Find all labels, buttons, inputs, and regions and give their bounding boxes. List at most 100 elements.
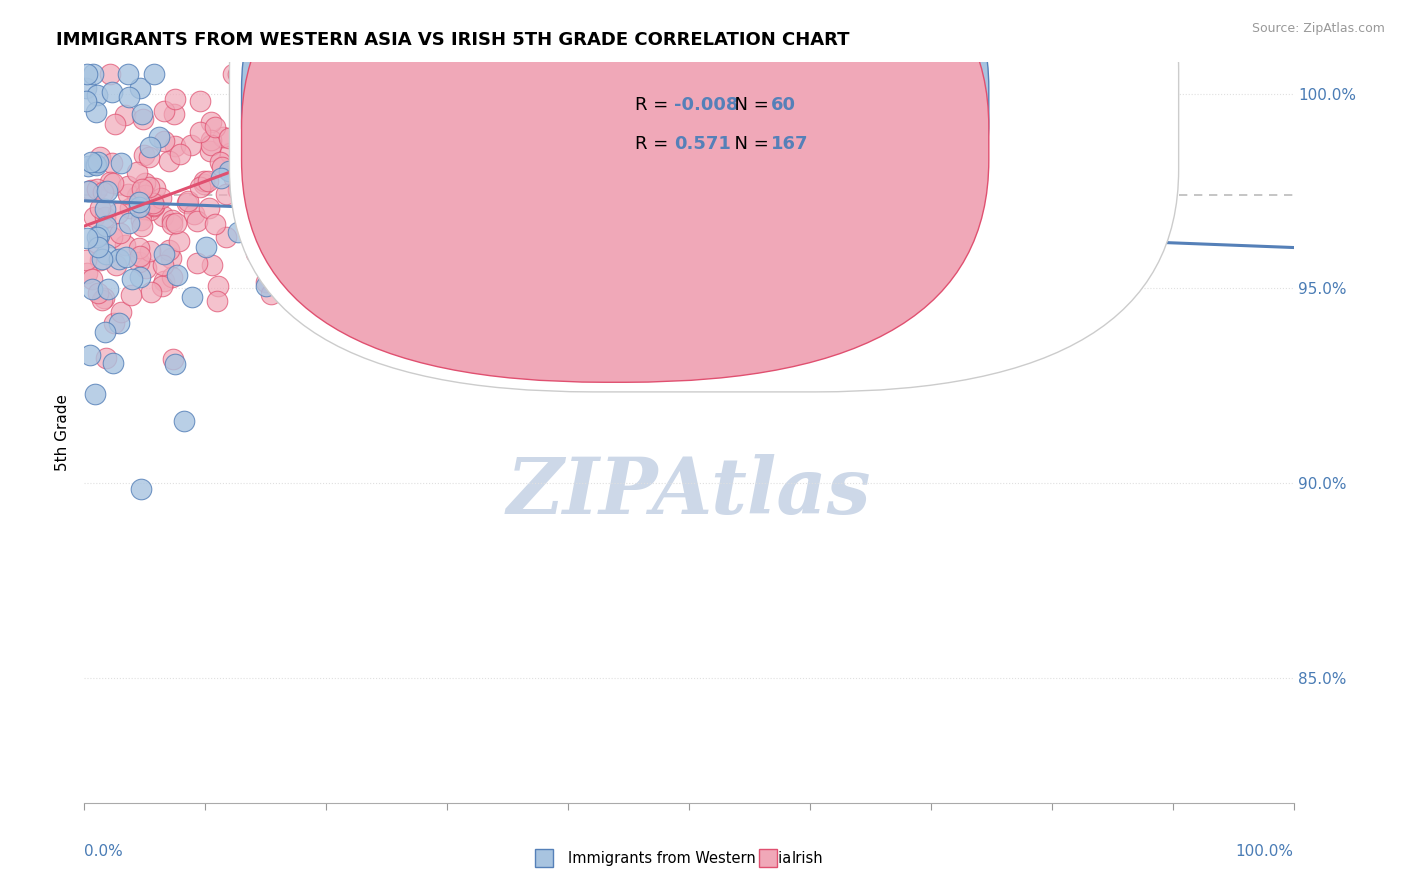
Point	[218, 130, 240, 145]
Point	[918, 67, 941, 81]
Point	[481, 67, 503, 81]
Point	[76, 94, 98, 108]
Point	[153, 274, 176, 288]
Point	[94, 202, 117, 217]
Text: 100.0%: 100.0%	[1236, 844, 1294, 858]
Point	[118, 216, 141, 230]
Point	[245, 104, 267, 119]
Point	[132, 112, 155, 127]
Point	[212, 129, 235, 144]
Point	[284, 118, 307, 132]
Point	[247, 192, 270, 206]
Point	[87, 228, 110, 243]
Point	[332, 161, 354, 176]
Point	[120, 287, 142, 301]
FancyBboxPatch shape	[242, 0, 988, 343]
Point	[96, 184, 118, 198]
Point	[101, 230, 124, 244]
Point	[150, 279, 173, 293]
Point	[91, 293, 114, 307]
Point	[128, 242, 150, 256]
Text: R =: R =	[634, 135, 679, 153]
Point	[259, 221, 281, 235]
Point	[243, 168, 266, 182]
Point	[79, 155, 101, 169]
Point	[163, 106, 186, 120]
Point	[83, 210, 105, 224]
Point	[127, 189, 149, 203]
Point	[228, 67, 250, 81]
Point	[277, 192, 299, 206]
Point	[117, 179, 139, 194]
Point	[222, 67, 245, 81]
Point	[89, 201, 111, 215]
Point	[128, 195, 150, 210]
Point	[371, 103, 394, 118]
Text: 0.571: 0.571	[675, 135, 731, 153]
Point	[87, 154, 110, 169]
Point	[360, 67, 382, 81]
Point	[349, 94, 371, 108]
Point	[209, 170, 232, 185]
Point	[101, 356, 124, 370]
Point	[253, 155, 276, 169]
Point	[163, 92, 186, 106]
Point	[260, 286, 283, 301]
Point	[93, 210, 115, 224]
Point	[198, 201, 221, 215]
Point	[276, 155, 298, 169]
Point	[121, 272, 143, 286]
Point	[160, 212, 183, 227]
Text: ZIPAtlas: ZIPAtlas	[506, 454, 872, 530]
Point	[246, 92, 269, 106]
Point	[200, 133, 222, 147]
Point	[83, 156, 105, 170]
Point	[103, 316, 125, 330]
Point	[215, 230, 238, 244]
Point	[117, 187, 139, 202]
Text: N =: N =	[723, 96, 775, 114]
Point	[278, 67, 301, 81]
Text: R =: R =	[634, 96, 673, 114]
Point	[77, 185, 100, 199]
Point	[274, 137, 297, 152]
Point	[188, 125, 211, 139]
Point	[226, 183, 249, 197]
Point	[720, 67, 742, 81]
Point	[253, 233, 276, 247]
Point	[276, 156, 298, 170]
Point	[86, 158, 108, 172]
Point	[201, 259, 224, 273]
Point	[128, 255, 150, 269]
Point	[101, 86, 124, 100]
Point	[97, 282, 120, 296]
Point	[245, 246, 267, 260]
Point	[299, 142, 322, 156]
Point	[254, 279, 277, 293]
Point	[284, 244, 307, 259]
Point	[188, 94, 211, 108]
Point	[114, 108, 136, 122]
Point	[101, 176, 124, 190]
Point	[339, 97, 361, 112]
Point	[363, 69, 385, 83]
Point	[153, 135, 176, 149]
Point	[260, 117, 283, 131]
Point	[267, 122, 290, 136]
Point	[138, 180, 160, 194]
Point	[181, 289, 204, 303]
Text: Source: ZipAtlas.com: Source: ZipAtlas.com	[1251, 22, 1385, 36]
Point	[89, 252, 111, 267]
Point	[84, 104, 107, 119]
Point	[312, 256, 335, 270]
Point	[118, 90, 141, 104]
Point	[100, 155, 122, 169]
Point	[76, 231, 98, 245]
Point	[401, 67, 423, 81]
Point	[250, 182, 273, 196]
Point	[131, 219, 153, 234]
Point	[186, 256, 208, 270]
Point	[229, 151, 252, 165]
Point	[259, 95, 281, 109]
Point	[134, 202, 156, 216]
